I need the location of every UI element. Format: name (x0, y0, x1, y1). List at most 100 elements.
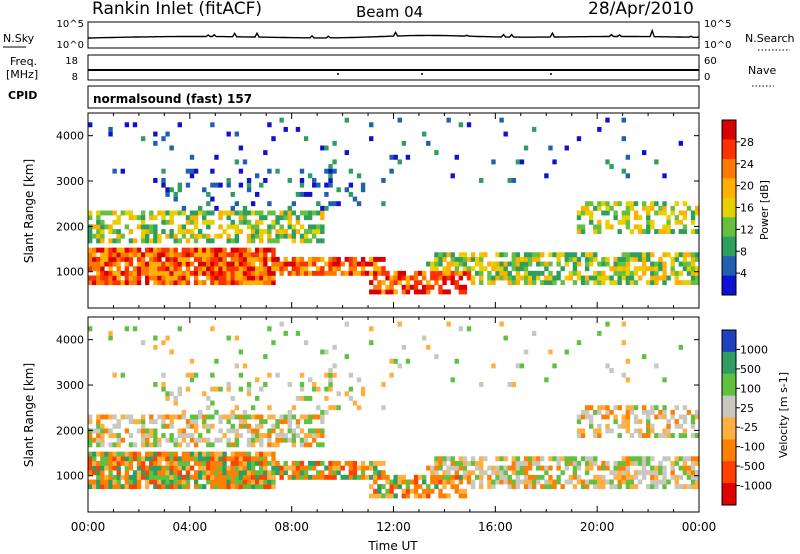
heatmap-cell (593, 229, 598, 235)
heatmap-cell (589, 460, 594, 466)
heatmap-cell (299, 191, 305, 197)
heatmap-cell (556, 256, 561, 262)
heatmap-cell (572, 460, 578, 466)
heatmap-cell (466, 270, 472, 276)
heatmap-cell (523, 280, 529, 286)
heatmap-cell (593, 256, 598, 262)
heatmap-cell (307, 173, 313, 179)
heatmap-cell (226, 470, 231, 476)
heatmap-cell (389, 372, 394, 378)
heatmap-cell (434, 275, 439, 281)
heatmap-cell (299, 442, 305, 448)
heatmap-cell (136, 470, 142, 476)
heatmap-cell (336, 391, 341, 397)
heatmap-cell (491, 266, 496, 272)
heatmap-cell (165, 191, 170, 197)
heatmap-cell (536, 275, 541, 281)
heatmap-cell (214, 460, 219, 466)
heatmap-cell (169, 479, 174, 485)
heatmap-cell (108, 433, 113, 439)
heatmap-cell (434, 470, 439, 476)
heatmap-cell (165, 247, 170, 253)
heatmap-cell (356, 377, 362, 383)
heatmap-cell (564, 479, 569, 485)
heatmap-cell (238, 465, 244, 471)
time-axis-title: Time UT (367, 539, 418, 553)
heatmap-cell (312, 428, 317, 434)
heatmap-cell (132, 326, 138, 332)
heatmap-cell (267, 229, 272, 235)
heatmap-cell (173, 456, 178, 462)
heatmap-cell (605, 275, 610, 281)
heatmap-cell (531, 484, 537, 490)
heatmap-cell (173, 266, 178, 272)
heatmap-cell (96, 442, 101, 448)
heatmap-cell (246, 187, 252, 193)
heatmap-cell (511, 261, 516, 267)
heatmap-cell (548, 474, 553, 480)
heatmap-cell (686, 205, 692, 211)
heatmap-cell (169, 391, 174, 397)
heatmap-cell (226, 382, 231, 387)
heatmap-cell (320, 215, 325, 221)
heatmap-cell (650, 252, 655, 258)
heatmap-cell (242, 266, 248, 272)
heatmap-cell (161, 433, 166, 439)
heatmap-cell (202, 474, 207, 480)
heatmap-cell (462, 284, 468, 290)
heatmap-cell (307, 256, 313, 262)
heatmap-cell (511, 266, 516, 272)
heatmap-cell (242, 219, 248, 225)
heatmap-cell (674, 460, 679, 466)
heatmap-cell (165, 391, 170, 397)
heatmap-cell (153, 484, 158, 490)
heatmap-cell (287, 270, 292, 276)
heatmap-cell (153, 238, 158, 244)
heatmap-cell (96, 474, 101, 480)
heatmap-cell (250, 405, 256, 411)
heatmap-cell (690, 266, 696, 272)
heatmap-cell (397, 117, 402, 123)
heatmap-cell (238, 423, 244, 429)
heatmap-cell (165, 465, 170, 471)
heatmap-cell (450, 173, 455, 179)
heatmap-cell (136, 266, 142, 272)
heatmap-cell (454, 484, 459, 490)
heatmap-cell (690, 419, 696, 425)
heatmap-cell (373, 493, 378, 499)
heatmap-cell (617, 474, 622, 480)
heatmap-cell (291, 266, 297, 272)
heatmap-cell (161, 470, 166, 476)
heatmap-cell (267, 470, 272, 476)
heatmap-cell (108, 335, 113, 341)
heatmap-cell (422, 335, 427, 341)
heatmap-cell (507, 280, 512, 286)
heatmap-cell (442, 484, 447, 490)
heatmap-cell (625, 474, 631, 480)
heatmap-cell (230, 205, 235, 211)
heatmap-cell (650, 484, 655, 490)
heatmap-cell (295, 229, 301, 235)
heatmap-cell (442, 470, 447, 476)
heatmap-cell (136, 256, 142, 262)
heatmap-cell (185, 261, 191, 267)
heatmap-cell (299, 178, 305, 183)
noise-frame (87, 21, 700, 49)
heatmap-cell (88, 229, 93, 235)
heatmap-cell (328, 405, 333, 411)
heatmap-cell (267, 168, 272, 174)
heatmap-cell (173, 196, 178, 202)
heatmap-cell (202, 252, 207, 258)
heatmap-cell (438, 465, 443, 471)
heatmap-cell (124, 470, 130, 476)
heatmap-cell (185, 442, 191, 448)
heatmap-cell (214, 256, 219, 262)
heatmap-cell (303, 233, 309, 239)
heatmap-cell (153, 451, 158, 457)
heatmap-cell (385, 474, 390, 480)
heatmap-cell (670, 409, 675, 415)
heatmap-cell (641, 261, 647, 267)
heatmap-cell (189, 377, 195, 383)
heatmap-cell (112, 474, 117, 480)
freq-left-tick-top: 18 (65, 56, 78, 67)
